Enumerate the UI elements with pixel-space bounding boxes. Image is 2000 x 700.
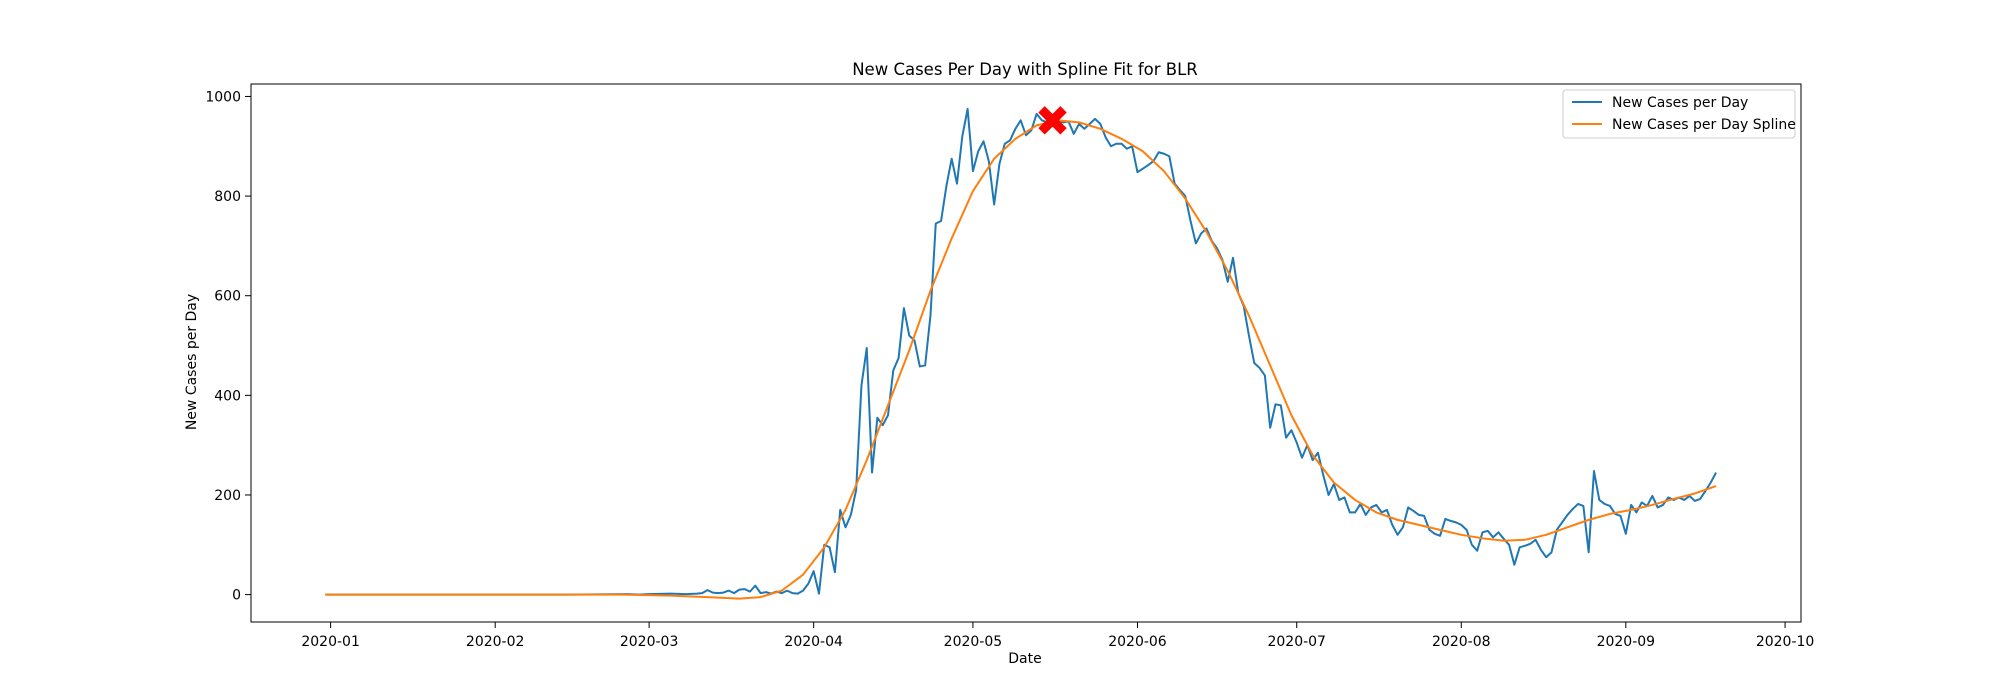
x-tick-label: 2020-06 xyxy=(1108,634,1167,650)
legend-box xyxy=(1562,89,1796,139)
series-layer xyxy=(325,107,1717,600)
series-line-spline xyxy=(325,119,1717,600)
x-tick-label: 2020-01 xyxy=(301,634,360,650)
y-tick-label: 400 xyxy=(214,388,241,404)
x-tick-label: 2020-03 xyxy=(620,634,679,650)
x-tick-label: 2020-04 xyxy=(784,634,843,650)
x-tick-label: 2020-10 xyxy=(1756,634,1815,650)
axes-frame xyxy=(250,83,1802,623)
legend: New Cases per Day New Cases per Day Spli… xyxy=(1562,89,1796,139)
y-tick-label: 800 xyxy=(214,189,241,205)
x-tick-label: 2020-09 xyxy=(1597,634,1656,650)
y-tick-label: 1000 xyxy=(205,89,241,105)
x-axis: 2020-01 2020-02 2020-03 2020-04 2020-05 2020-… xyxy=(301,622,1814,650)
y-axis: 0 200 400 600 800 1000 xyxy=(205,89,251,604)
legend-label-cases: New Cases per Day xyxy=(1612,95,1748,111)
x-tick-label: 2020-08 xyxy=(1432,634,1491,650)
y-axis-label: New Cases per Day xyxy=(184,294,200,430)
x-tick-label: 2020-05 xyxy=(944,634,1003,650)
x-axis-label: Date xyxy=(1008,651,1041,667)
x-tick-label: 2020-02 xyxy=(466,634,525,650)
x-tick-label: 2020-07 xyxy=(1267,634,1326,650)
y-tick-label: 200 xyxy=(214,488,241,504)
series-line-cases xyxy=(325,107,1717,596)
legend-label-spline: New Cases per Day Spline xyxy=(1612,117,1796,133)
y-tick-label: 0 xyxy=(232,588,241,604)
marker-layer xyxy=(1038,106,1067,135)
y-tick-label: 600 xyxy=(214,289,241,305)
chart-title: New Cases Per Day with Spline Fit for BL… xyxy=(852,60,1198,79)
peak-marker xyxy=(1038,106,1067,135)
